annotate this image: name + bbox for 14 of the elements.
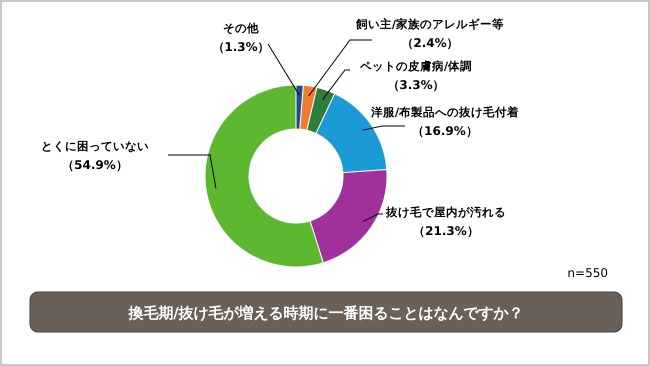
slice-label: とくに困っていない: [41, 139, 149, 153]
text: 換毛期/抜け毛が増える時期に一番困ることはなんですか？: [127, 304, 524, 322]
slice-label: ペットの皮膚病/体調: [358, 59, 472, 73]
data-label: （2.4%）: [401, 36, 459, 50]
slice-label: 抜け毛で屋内が汚れる: [385, 205, 506, 219]
data-label: （1.3%）: [212, 40, 270, 54]
slice-label: 飼い主/家族のアレルギー等: [354, 17, 504, 31]
data-label: （21.3%）: [413, 224, 479, 238]
text: n=550: [567, 266, 608, 280]
data-label: （54.9%）: [62, 158, 128, 172]
data-label: （16.9%）: [412, 124, 478, 138]
slice-label: 洋服/布製品への抜け毛付着: [370, 105, 520, 119]
data-label: （3.3%）: [387, 78, 445, 92]
slice-label: その他: [223, 21, 260, 35]
